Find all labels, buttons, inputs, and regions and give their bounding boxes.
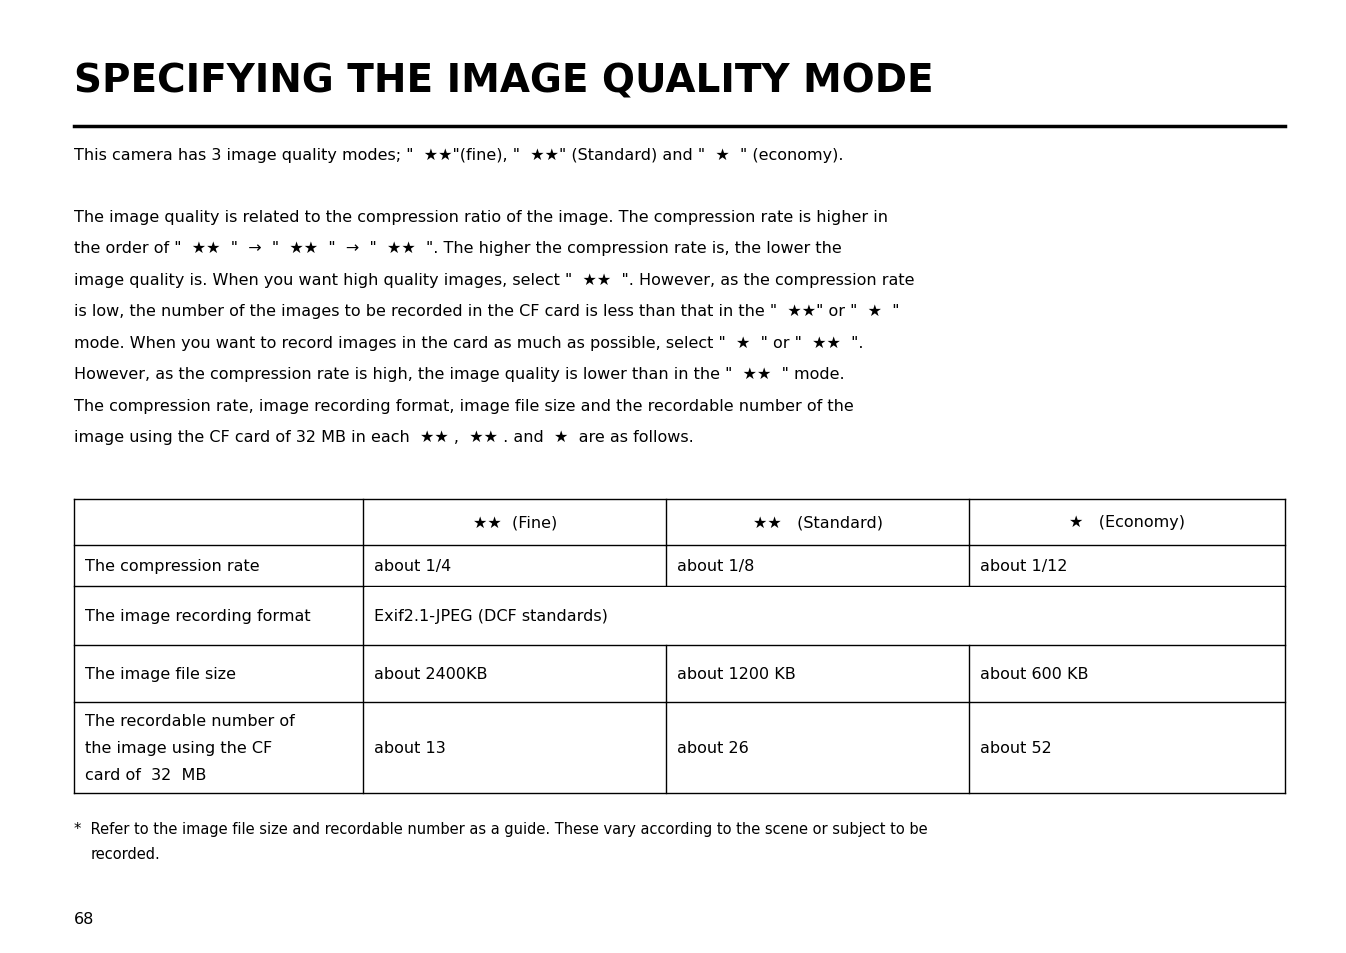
- Text: The image quality is related to the compression ratio of the image. The compress: The image quality is related to the comp…: [74, 210, 888, 225]
- Text: ★★  (Fine): ★★ (Fine): [472, 515, 557, 530]
- Text: about 1200 KB: about 1200 KB: [677, 666, 795, 681]
- Text: is low, the number of the images to be recorded in the CF card is less than that: is low, the number of the images to be r…: [74, 304, 899, 319]
- Text: *  Refer to the image file size and recordable number as a guide. These vary acc: * Refer to the image file size and recor…: [74, 821, 927, 837]
- Text: about 600 KB: about 600 KB: [980, 666, 1089, 681]
- Text: card of  32  MB: card of 32 MB: [85, 767, 206, 781]
- Text: The image recording format: The image recording format: [85, 608, 311, 623]
- Text: The image file size: The image file size: [85, 666, 236, 681]
- Text: about 1/8: about 1/8: [677, 558, 754, 573]
- Text: The recordable number of: The recordable number of: [85, 714, 295, 728]
- Text: The compression rate: The compression rate: [85, 558, 260, 573]
- Text: ★★   (Standard): ★★ (Standard): [752, 515, 883, 530]
- Text: about 26: about 26: [677, 740, 748, 755]
- Text: the image using the CF: the image using the CF: [85, 740, 272, 755]
- Text: ★   (Economy): ★ (Economy): [1069, 515, 1186, 530]
- Text: the order of "  ★★  "  →  "  ★★  "  →  "  ★★  ". The higher the compression rate: the order of " ★★ " → " ★★ " → " ★★ ". T…: [74, 241, 841, 256]
- Text: SPECIFYING THE IMAGE QUALITY MODE: SPECIFYING THE IMAGE QUALITY MODE: [74, 62, 934, 100]
- Bar: [365, 587, 1284, 644]
- Text: about 52: about 52: [980, 740, 1051, 755]
- Text: image using the CF card of 32 MB in each  ★★ ,  ★★ . and  ★  are as follows.: image using the CF card of 32 MB in each…: [74, 430, 693, 445]
- Text: about 1/4: about 1/4: [374, 558, 451, 573]
- Text: The compression rate, image recording format, image file size and the recordable: The compression rate, image recording fo…: [74, 398, 853, 414]
- Text: This camera has 3 image quality modes; "  ★★"(fine), "  ★★" (Standard) and "  ★ : This camera has 3 image quality modes; "…: [74, 148, 844, 163]
- Text: about 2400KB: about 2400KB: [374, 666, 487, 681]
- Text: mode. When you want to record images in the card as much as possible, select "  : mode. When you want to record images in …: [74, 335, 864, 351]
- Text: However, as the compression rate is high, the image quality is lower than in the: However, as the compression rate is high…: [74, 367, 845, 382]
- Text: about 13: about 13: [374, 740, 446, 755]
- Text: 68: 68: [74, 911, 94, 926]
- Text: image quality is. When you want high quality images, select "  ★★  ". However, a: image quality is. When you want high qua…: [74, 273, 914, 288]
- Text: recorded.: recorded.: [90, 846, 160, 862]
- Text: about 1/12: about 1/12: [980, 558, 1067, 573]
- Text: Exif2.1-JPEG (DCF standards): Exif2.1-JPEG (DCF standards): [374, 608, 608, 623]
